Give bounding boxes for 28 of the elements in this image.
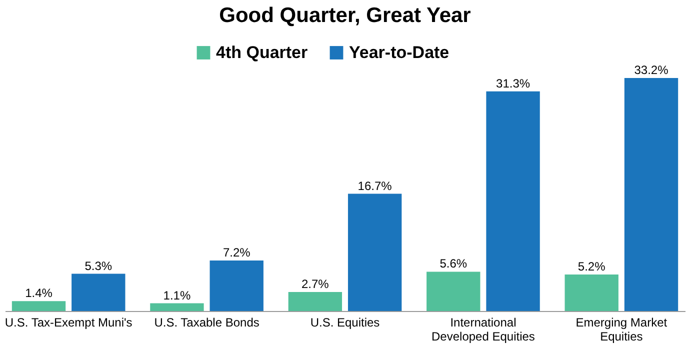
bar [288,292,342,311]
legend-label: Year-to-Date [349,42,450,62]
data-label: 31.3% [496,76,530,90]
data-label: 2.7% [301,277,330,292]
x-tick-label: Emerging Market Equities [576,316,668,344]
x-tick-label: U.S. Taxable Bonds [154,316,260,330]
chart-title: Good Quarter, Great Year [219,4,471,27]
x-tick-label: U.S. Equities [310,316,380,330]
data-label: 5.2% [578,260,606,274]
bar [348,194,402,311]
data-label: 16.7% [358,178,392,193]
bar [426,272,480,311]
data-label: 1.1% [163,288,191,302]
bar [150,303,204,311]
bar [210,260,264,311]
bar [564,274,618,311]
x-tick-label: International Developed Equities [432,316,535,344]
bar [72,274,126,311]
data-label: 5.6% [440,256,468,271]
data-label: 5.3% [84,258,112,273]
data-label: 1.4% [25,286,53,300]
bar [12,301,66,311]
bar [486,91,540,311]
legend-label: 4th Quarter [216,42,308,62]
data-label: 7.2% [222,245,251,260]
bar [624,78,678,311]
data-label: 33.2% [634,63,669,77]
x-tick-label: U.S. Tax-Exempt Muni's [4,316,132,330]
